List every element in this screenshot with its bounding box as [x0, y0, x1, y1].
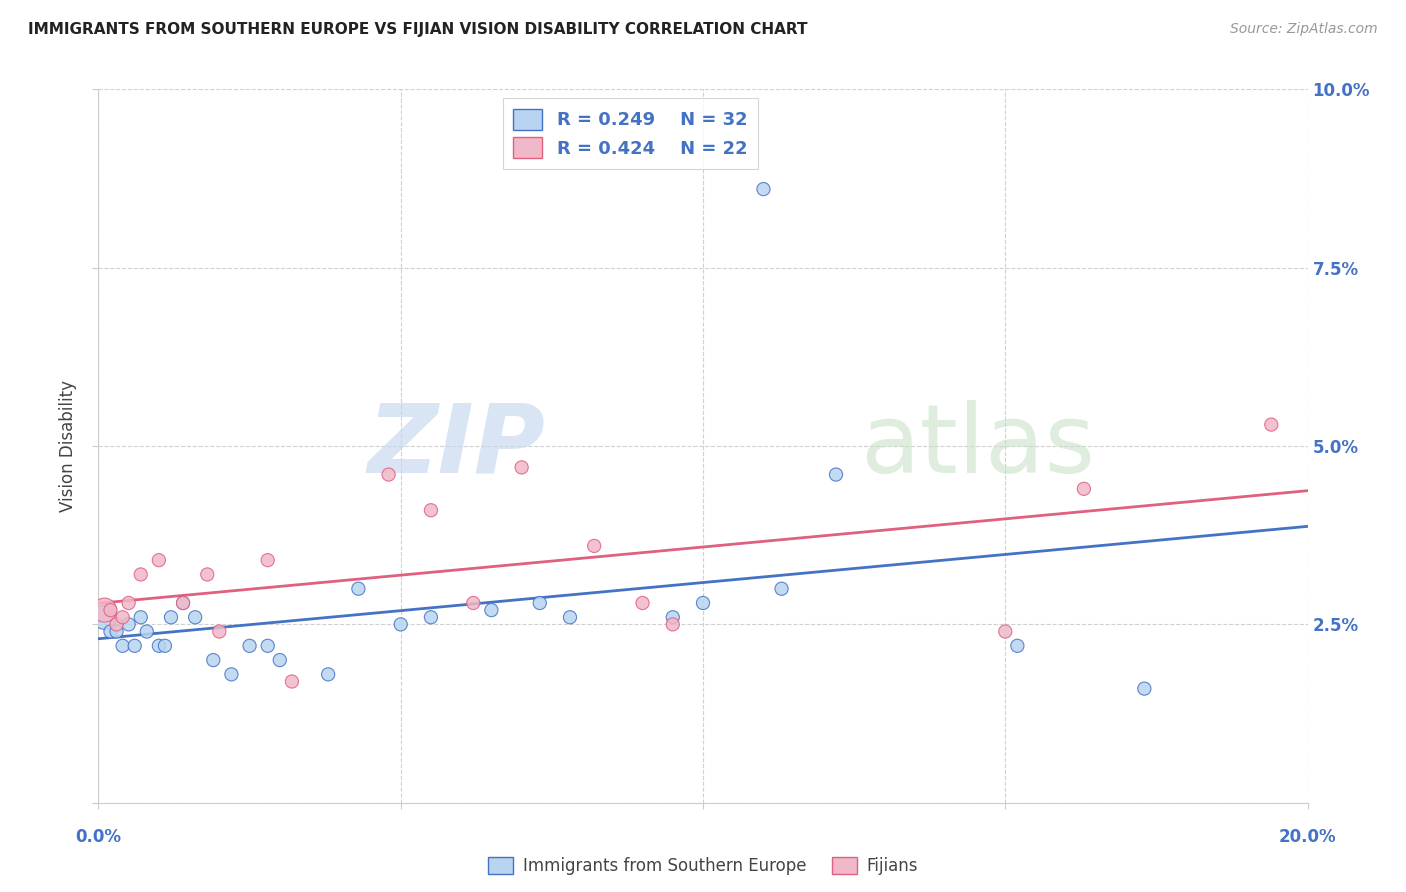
Point: [583, 539, 606, 553]
Point: [631, 596, 654, 610]
Point: [100, 603, 122, 617]
Point: [1133, 681, 1156, 696]
Point: [481, 603, 503, 617]
Text: 0.0%: 0.0%: [76, 828, 121, 846]
Point: [160, 610, 183, 624]
Point: [662, 610, 685, 624]
Point: [752, 182, 775, 196]
Text: atlas: atlas: [860, 400, 1095, 492]
Point: [129, 567, 152, 582]
Point: [208, 624, 231, 639]
Text: IMMIGRANTS FROM SOUTHERN EUROPE VS FIJIAN VISION DISABILITY CORRELATION CHART: IMMIGRANTS FROM SOUTHERN EUROPE VS FIJIA…: [28, 22, 807, 37]
Text: 20.0%: 20.0%: [1279, 828, 1336, 846]
Point: [692, 596, 714, 610]
Point: [148, 639, 170, 653]
Point: [1007, 639, 1029, 653]
Point: [135, 624, 157, 639]
Point: [420, 503, 443, 517]
Point: [770, 582, 793, 596]
Point: [347, 582, 370, 596]
Point: [256, 639, 278, 653]
Point: [994, 624, 1017, 639]
Point: [558, 610, 581, 624]
Point: [105, 617, 128, 632]
Text: Source: ZipAtlas.com: Source: ZipAtlas.com: [1230, 22, 1378, 37]
Point: [239, 639, 262, 653]
Point: [100, 624, 122, 639]
Y-axis label: Vision Disability: Vision Disability: [59, 380, 77, 512]
Point: [148, 553, 170, 567]
Point: [184, 610, 207, 624]
Point: [825, 467, 848, 482]
Point: [172, 596, 194, 610]
Point: [389, 617, 412, 632]
Legend: R = 0.249    N = 32, R = 0.424    N = 22: R = 0.249 N = 32, R = 0.424 N = 22: [502, 98, 758, 169]
Point: [662, 617, 685, 632]
Point: [463, 596, 485, 610]
Point: [377, 467, 399, 482]
Point: [118, 617, 141, 632]
Point: [105, 624, 128, 639]
Point: [129, 610, 152, 624]
Point: [118, 596, 141, 610]
Point: [111, 639, 134, 653]
Point: [221, 667, 243, 681]
Point: [269, 653, 291, 667]
Legend: Immigrants from Southern Europe, Fijians: Immigrants from Southern Europe, Fijians: [488, 856, 918, 875]
Point: [1260, 417, 1282, 432]
Point: [420, 610, 443, 624]
Text: ZIP: ZIP: [368, 400, 546, 492]
Point: [1073, 482, 1095, 496]
Point: [93, 610, 115, 624]
Point: [256, 553, 278, 567]
Point: [124, 639, 146, 653]
Point: [93, 603, 115, 617]
Point: [529, 596, 551, 610]
Point: [510, 460, 533, 475]
Point: [202, 653, 225, 667]
Point: [281, 674, 304, 689]
Point: [153, 639, 176, 653]
Point: [195, 567, 218, 582]
Point: [172, 596, 194, 610]
Point: [316, 667, 339, 681]
Point: [111, 610, 134, 624]
